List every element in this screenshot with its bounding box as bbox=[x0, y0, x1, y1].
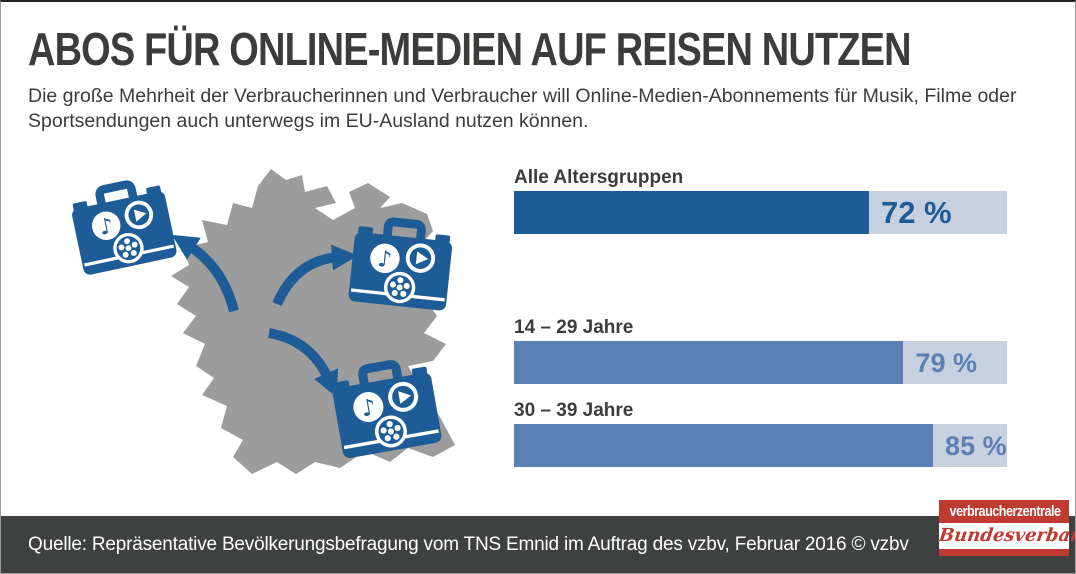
footer-bar: Quelle: Repräsentative Bevölkerungsbefra… bbox=[1, 516, 1075, 573]
logo-red-strip bbox=[939, 549, 1069, 556]
travel-arrow-icon bbox=[272, 244, 358, 307]
logo-line1: verbraucherzentrale bbox=[939, 500, 1069, 523]
bar-category-label: 30 – 39 Jahre bbox=[514, 400, 634, 421]
vzbv-logo: verbraucherzentrale Bundesverband bbox=[938, 500, 1075, 556]
media-suitcase-icon bbox=[68, 177, 178, 276]
bar-fill bbox=[514, 424, 934, 467]
travel-arrow-icon bbox=[268, 328, 338, 398]
bar-category-label: 14 – 29 Jahre bbox=[514, 317, 634, 338]
bar-category-label: Alle Altersgruppen bbox=[514, 167, 684, 188]
chart-row: Alle Altersgruppen 72 % bbox=[514, 167, 1007, 234]
source-note: Quelle: Repräsentative Bevölkerungsbefra… bbox=[28, 534, 909, 555]
travel-arrow-icon bbox=[171, 234, 239, 313]
bar-chart: Alle Altersgruppen 72 % 14 – 29 Jahre 79 % 3… bbox=[514, 167, 1007, 467]
chart-row: 30 – 39 Jahre 85 % bbox=[514, 400, 1007, 467]
bar-fill bbox=[514, 341, 904, 384]
bar-fill bbox=[514, 191, 869, 234]
bar-value-label: 79 % bbox=[915, 348, 978, 378]
germany-media-illustration: ♪ bbox=[61, 169, 481, 474]
bar-track: 79 % bbox=[514, 341, 1007, 384]
logo-line2: Bundesverband bbox=[938, 523, 1075, 549]
bar-value-label: 85 % bbox=[945, 431, 1007, 461]
bar-track: 72 % bbox=[514, 191, 1007, 234]
page-title: ABOS FÜR ONLINE-MEDIEN AUF REISEN NUTZEN bbox=[28, 23, 912, 75]
bar-value-label: 72 % bbox=[880, 195, 952, 230]
page-subtitle: Die große Mehrheit der Verbraucherinnen … bbox=[28, 85, 1017, 132]
chart-row: 14 – 29 Jahre 79 % bbox=[514, 317, 1007, 384]
bar-track: 85 % bbox=[514, 424, 1007, 467]
